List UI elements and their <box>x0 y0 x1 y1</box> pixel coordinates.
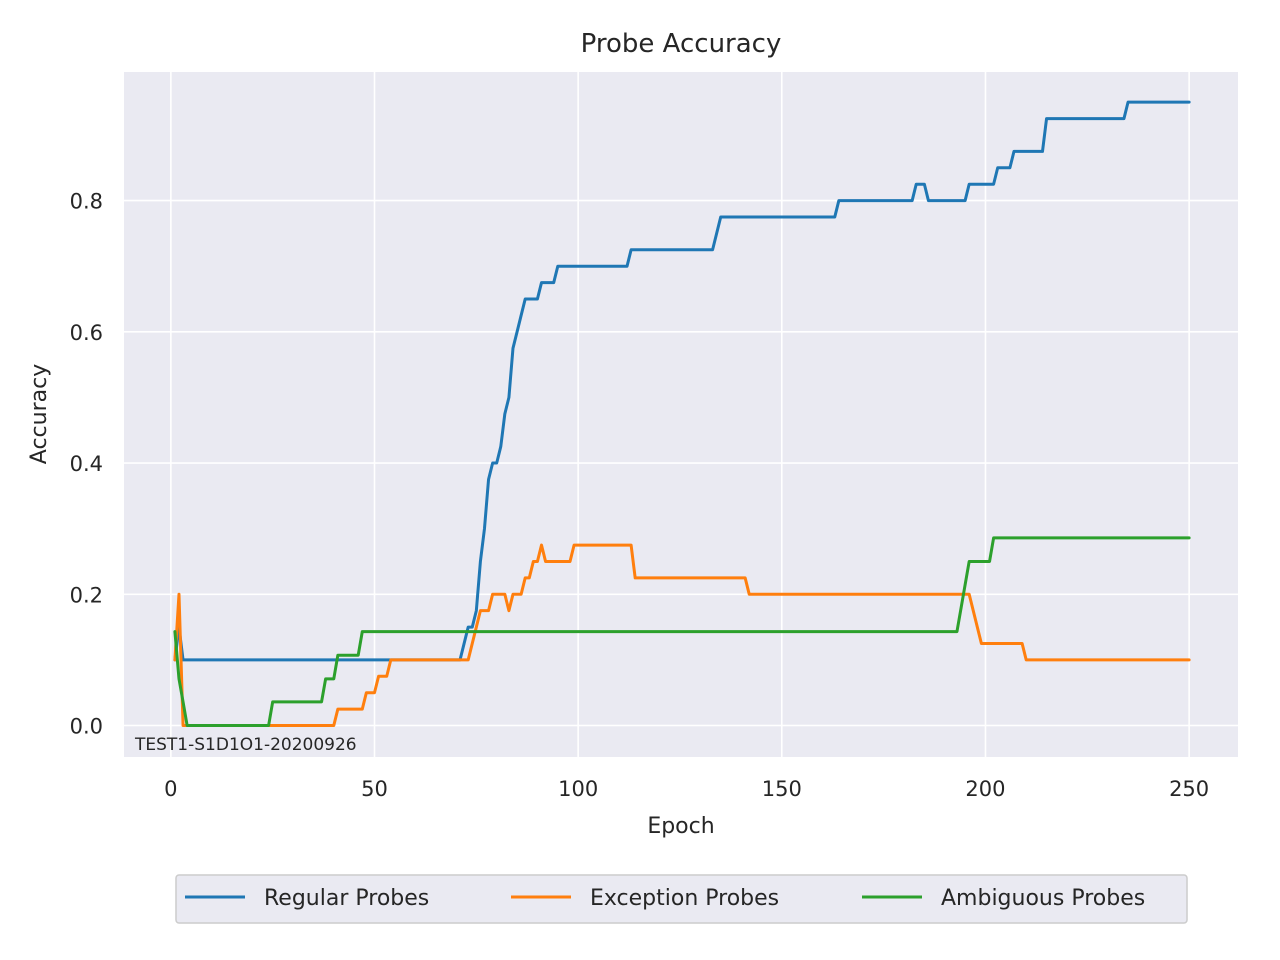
plot-background <box>124 72 1238 757</box>
legend-label-regular: Regular Probes <box>264 886 429 911</box>
y-axis-label: Accuracy <box>27 364 52 464</box>
x-tick-label: 200 <box>965 777 1005 801</box>
x-axis-label: Epoch <box>647 814 714 839</box>
chart-title: Probe Accuracy <box>581 29 782 59</box>
legend-label-exception: Exception Probes <box>590 886 779 911</box>
run-id-annotation: TEST1-S1D1O1-20200926 <box>134 735 357 755</box>
x-tick-label: 0 <box>164 777 177 801</box>
y-tick-label: 0.0 <box>70 715 103 739</box>
y-tick-label: 0.6 <box>70 321 103 345</box>
tick-labels: 0 50 100 150 200 250 0.0 0.2 0.4 0.6 0.8 <box>70 190 1210 801</box>
y-tick-label: 0.2 <box>70 583 103 607</box>
legend-box <box>175 874 1188 924</box>
series-line-exception <box>173 543 1191 728</box>
x-tick-label: 50 <box>361 777 388 801</box>
x-tick-label: 250 <box>1169 777 1209 801</box>
y-tick-label: 0.4 <box>70 452 103 476</box>
series-lines <box>173 100 1191 728</box>
x-tick-label: 100 <box>558 777 598 801</box>
series-line-regular <box>173 100 1191 662</box>
y-tick-label: 0.8 <box>70 190 103 214</box>
series-line-ambiguous <box>173 536 1191 728</box>
x-tick-label: 150 <box>762 777 802 801</box>
legend: Regular Probes Exception Probes Ambiguou… <box>175 874 1188 924</box>
legend-label-ambiguous: Ambiguous Probes <box>941 886 1145 911</box>
